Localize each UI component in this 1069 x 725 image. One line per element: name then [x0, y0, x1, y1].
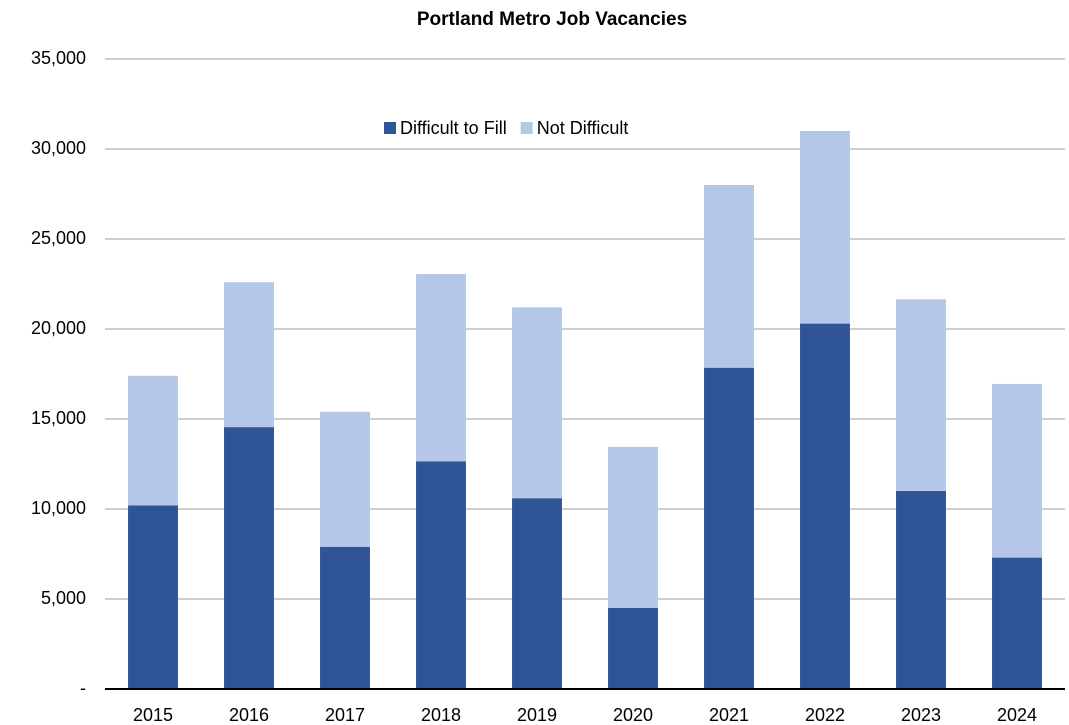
x-tick-label: 2019 — [517, 705, 557, 725]
bar-segment — [608, 446, 658, 608]
legend-swatch — [520, 122, 533, 134]
bar-segment — [704, 367, 754, 689]
bar-segment — [416, 461, 466, 689]
bar-segment — [128, 505, 178, 689]
bar-segment — [608, 608, 658, 689]
x-tick-label: 2020 — [613, 705, 653, 725]
y-tick-label: 25,000 — [31, 228, 86, 248]
bar-segment — [896, 491, 946, 689]
bar-segment — [224, 427, 274, 689]
y-tick-label: 35,000 — [31, 48, 86, 68]
chart-title: Portland Metro Job Vacancies — [417, 9, 687, 30]
bar-segment — [320, 546, 370, 689]
y-tick-label: 10,000 — [31, 498, 86, 518]
bar-segment — [800, 131, 850, 324]
bar-segment — [320, 411, 370, 547]
x-tick-label: 2024 — [997, 705, 1037, 725]
legend-label: Difficult to Fill — [400, 118, 507, 138]
bar-segment — [896, 299, 946, 491]
bar-segment — [512, 307, 562, 499]
y-tick-label: 20,000 — [31, 318, 86, 338]
bar-segment — [224, 282, 274, 428]
bar-segment — [512, 498, 562, 689]
y-tick-label: 15,000 — [31, 408, 86, 428]
bar-segment — [992, 383, 1042, 558]
bar-segment — [128, 375, 178, 506]
x-tick-label: 2022 — [805, 705, 845, 725]
x-tick-label: 2018 — [421, 705, 461, 725]
bar-segment — [800, 323, 850, 689]
y-tick-label: 30,000 — [31, 138, 86, 158]
legend-swatch — [384, 122, 396, 134]
y-tick-label: - — [80, 678, 86, 698]
x-tick-label: 2017 — [325, 705, 365, 725]
bar-segment — [992, 557, 1042, 689]
x-tick-label: 2015 — [133, 705, 173, 725]
x-tick-label: 2023 — [901, 705, 941, 725]
bar-segment — [704, 185, 754, 368]
x-tick-label: 2021 — [709, 705, 749, 725]
bar-segment — [416, 274, 466, 462]
x-tick-label: 2016 — [229, 705, 269, 725]
y-tick-label: 5,000 — [41, 588, 86, 608]
legend-label: Not Difficult — [537, 118, 629, 138]
